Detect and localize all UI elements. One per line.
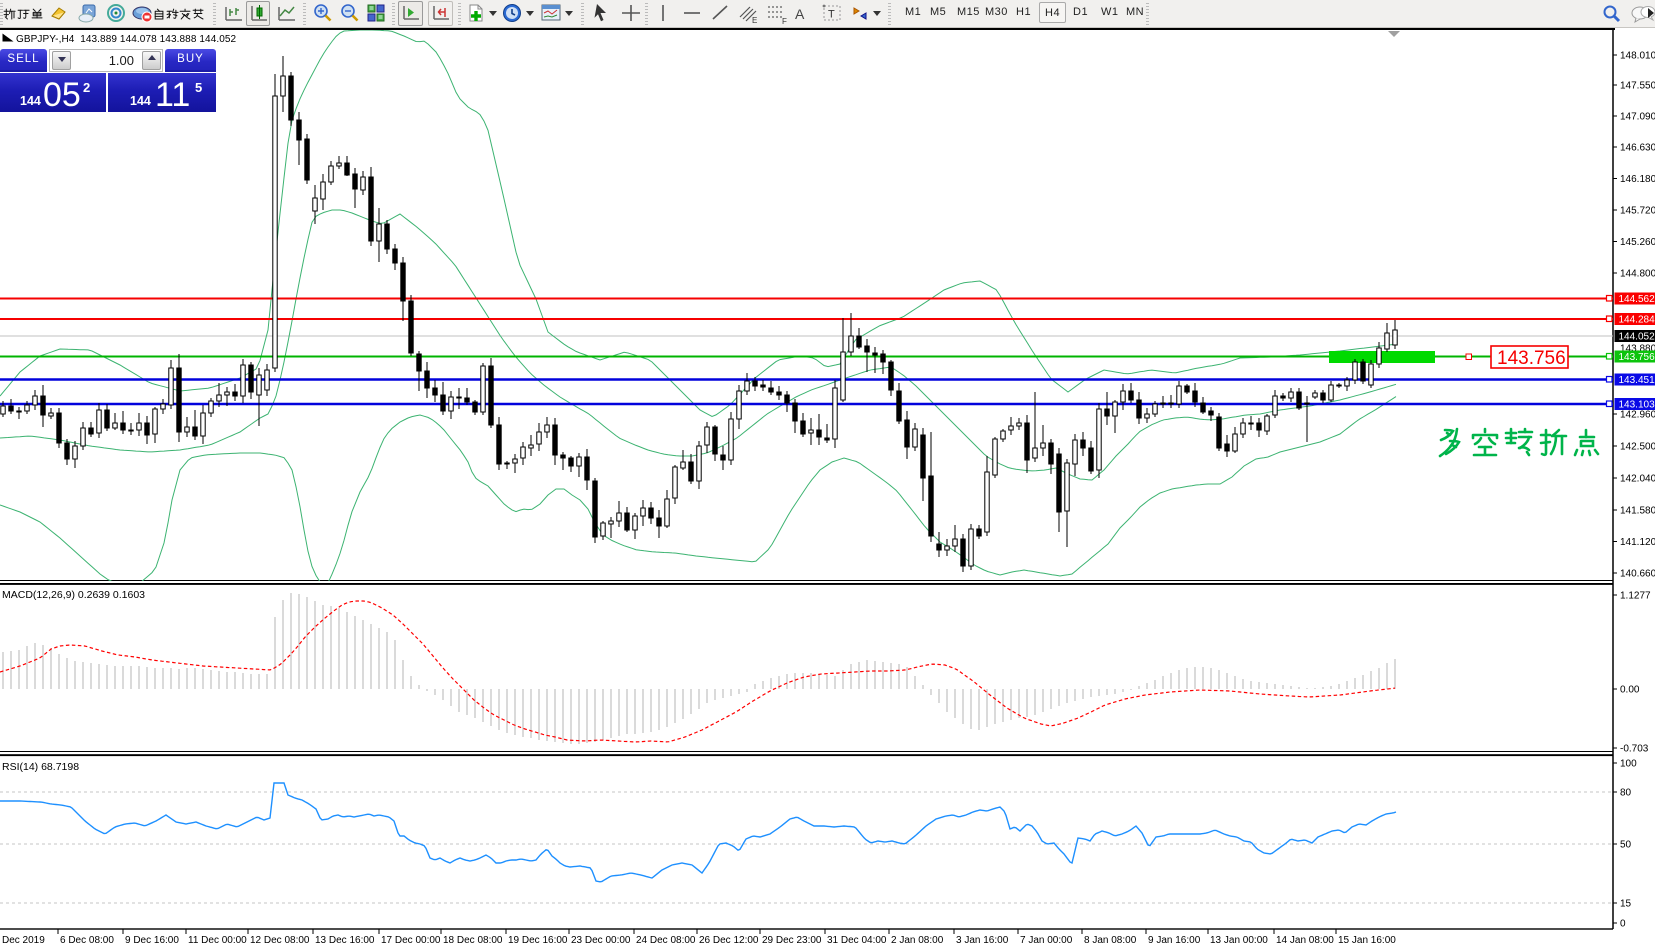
svg-text:80: 80 (1620, 788, 1632, 799)
svg-text:29 Dec 23:00: 29 Dec 23:00 (762, 935, 822, 946)
svg-text:50: 50 (1620, 840, 1632, 851)
svg-text:142.040: 142.040 (1620, 474, 1655, 485)
svg-text:F: F (782, 17, 787, 25)
svg-text:15: 15 (1620, 899, 1632, 910)
svg-text:2 Jan 08:00: 2 Jan 08:00 (891, 935, 944, 946)
svg-text:146.180: 146.180 (1620, 174, 1655, 185)
svg-text:11 Dec 00:00: 11 Dec 00:00 (188, 935, 247, 946)
svg-text:142.960: 142.960 (1620, 410, 1655, 421)
svg-text:141.580: 141.580 (1620, 506, 1655, 517)
svg-text:9 Jan 16:00: 9 Jan 16:00 (1148, 935, 1201, 946)
svg-text:14 Jan 08:00: 14 Jan 08:00 (1276, 935, 1334, 946)
svg-text:MACD(12,26,9) 0.2639 0.1603: MACD(12,26,9) 0.2639 0.1603 (2, 589, 145, 601)
svg-text:0.00: 0.00 (1620, 685, 1640, 696)
svg-text:0: 0 (1620, 919, 1626, 930)
svg-text:3 Jan 16:00: 3 Jan 16:00 (956, 935, 1009, 946)
svg-text:143.880: 143.880 (1620, 344, 1655, 355)
svg-text:E: E (752, 16, 757, 25)
svg-text:148.010: 148.010 (1620, 51, 1655, 62)
svg-text:8 Jan 08:00: 8 Jan 08:00 (1084, 935, 1137, 946)
svg-text:24 Dec 08:00: 24 Dec 08:00 (636, 935, 696, 946)
svg-text:23 Dec 00:00: 23 Dec 00:00 (571, 935, 631, 946)
svg-text:-0.703: -0.703 (1620, 744, 1649, 755)
svg-text:12 Dec 08:00: 12 Dec 08:00 (250, 935, 310, 946)
svg-text:144.800: 144.800 (1620, 269, 1655, 280)
svg-text:143.103: 143.103 (1619, 400, 1655, 411)
svg-text:7 Jan 00:00: 7 Jan 00:00 (1020, 935, 1073, 946)
svg-text:145.260: 145.260 (1620, 237, 1655, 248)
svg-text:Dec 2019: Dec 2019 (2, 935, 45, 946)
svg-text:13 Jan 00:00: 13 Jan 00:00 (1210, 935, 1268, 946)
svg-text:144.052: 144.052 (1619, 332, 1655, 343)
svg-text:T: T (828, 9, 835, 21)
svg-text:15 Jan 16:00: 15 Jan 16:00 (1338, 935, 1396, 946)
svg-text:144.562: 144.562 (1619, 294, 1655, 305)
svg-text:143.756: 143.756 (1497, 348, 1566, 369)
svg-text:31 Dec 04:00: 31 Dec 04:00 (827, 935, 887, 946)
svg-text:147.090: 147.090 (1620, 112, 1655, 123)
svg-text:1.1277: 1.1277 (1620, 591, 1651, 602)
svg-text:9 Dec 16:00: 9 Dec 16:00 (125, 935, 179, 946)
svg-text:6 Dec 08:00: 6 Dec 08:00 (60, 935, 114, 946)
svg-text:147.550: 147.550 (1620, 81, 1655, 92)
svg-text:143.451: 143.451 (1619, 375, 1655, 386)
svg-text:145.720: 145.720 (1620, 206, 1655, 217)
svg-text:144.284: 144.284 (1619, 315, 1655, 326)
svg-text:13 Dec 16:00: 13 Dec 16:00 (315, 935, 375, 946)
svg-text:140.660: 140.660 (1620, 569, 1655, 580)
svg-text:143.756: 143.756 (1619, 352, 1655, 363)
svg-text:26 Dec 12:00: 26 Dec 12:00 (699, 935, 759, 946)
svg-text:141.120: 141.120 (1620, 537, 1655, 548)
svg-text:100: 100 (1620, 759, 1637, 770)
svg-text:18 Dec 08:00: 18 Dec 08:00 (443, 935, 503, 946)
svg-text:142.500: 142.500 (1620, 442, 1655, 453)
svg-text:17 Dec 00:00: 17 Dec 00:00 (381, 935, 441, 946)
svg-text:146.630: 146.630 (1620, 143, 1655, 154)
svg-text:GBPJPY-,H4 143.889 144.078 14: GBPJPY-,H4 143.889 144.078 143.888 144.0… (16, 34, 237, 45)
svg-text:19 Dec 16:00: 19 Dec 16:00 (508, 935, 568, 946)
svg-text:RSI(14) 68.7198: RSI(14) 68.7198 (2, 761, 79, 773)
